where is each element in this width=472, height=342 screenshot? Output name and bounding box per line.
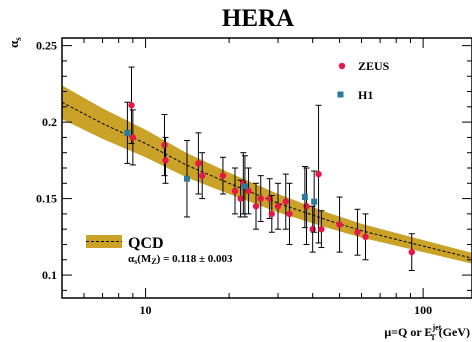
zeus-marker	[252, 203, 260, 210]
h1-point	[301, 165, 308, 229]
y-tick-label: 0.1	[42, 268, 57, 282]
qcd-alpha-rest: ) = 0.118 ± 0.003	[157, 253, 233, 265]
x-axis-label-main: μ=Q or E	[384, 325, 432, 339]
zeus-point	[129, 109, 137, 166]
zeus-point	[268, 195, 276, 233]
h1-point	[241, 155, 248, 218]
zeus-point	[318, 210, 325, 249]
zeus-marker	[268, 210, 276, 218]
legend: ZEUS H1	[337, 59, 390, 102]
zeus-point	[245, 167, 252, 215]
zeus-point	[162, 136, 169, 184]
zeus-marker	[303, 203, 310, 210]
x-tick-label: 100	[414, 303, 432, 317]
qcd-central-line	[61, 101, 472, 259]
legend-zeus-marker	[338, 62, 346, 70]
zeus-point	[161, 113, 168, 177]
qcd-legend-label: QCD	[128, 235, 164, 252]
h1-marker	[124, 129, 131, 136]
zeus-marker	[286, 210, 293, 218]
zeus-point	[286, 182, 293, 245]
zeus-marker	[161, 141, 168, 149]
y-tick-label: 0.25	[36, 39, 57, 53]
y-axis-label: αs	[6, 37, 23, 48]
zeus-marker	[266, 195, 273, 202]
zeus-marker	[231, 187, 239, 195]
zeus-marker	[309, 225, 316, 233]
zeus-point	[195, 132, 202, 195]
svg-text:αs: αs	[6, 37, 23, 48]
x-axis-label-unit: (GeV)	[436, 325, 470, 339]
h1-marker	[183, 175, 190, 182]
zeus-marker	[336, 221, 343, 228]
x-axis-label: μ=Q or Ejet T (GeV)	[384, 323, 470, 342]
zeus-point	[257, 175, 264, 223]
legend-h1-label: H1	[358, 88, 373, 102]
zeus-point	[199, 152, 206, 200]
zeus-marker	[318, 225, 325, 233]
h1-marker	[241, 183, 248, 190]
zeus-marker	[274, 203, 282, 210]
zeus-point	[219, 156, 227, 195]
x-axis-label-sup: jet	[431, 323, 441, 332]
h1-point	[183, 139, 190, 218]
zeus-marker	[237, 195, 244, 202]
zeus-point	[408, 233, 415, 271]
x-axis-label-sub: T	[430, 333, 436, 342]
zeus-marker	[128, 102, 135, 109]
qcd-band	[62, 85, 472, 264]
axis-ticks-layer: 10 100 0.1 0.15 0.2 0.25	[36, 38, 472, 317]
zeus-marker	[362, 233, 369, 241]
h1-point	[124, 101, 131, 164]
zeus-point	[336, 196, 343, 253]
zeus-point	[128, 66, 135, 145]
qcd-legend: QCD αs(MZ) = 0.118 ± 0.003	[86, 235, 233, 266]
zeus-marker	[199, 172, 206, 179]
zeus-point	[274, 182, 282, 230]
chart-title: HERA	[222, 5, 294, 32]
zeus-point	[354, 208, 361, 256]
zeus-marker	[282, 198, 289, 205]
legend-zeus-label: ZEUS	[358, 59, 390, 73]
zeus-marker	[315, 170, 322, 178]
qcd-band-layer	[61, 85, 472, 264]
zeus-marker	[354, 229, 361, 236]
zeus-point	[282, 173, 289, 230]
legend-h1-marker	[337, 91, 344, 98]
zeus-point	[231, 167, 239, 215]
data-points-layer	[124, 66, 415, 271]
zeus-point	[315, 104, 322, 244]
qcd-alpha-sub: s	[134, 257, 137, 266]
zeus-point	[252, 182, 260, 230]
zeus-marker	[162, 157, 169, 164]
zeus-point	[303, 167, 310, 245]
qcd-alpha-sub2: Z	[151, 257, 156, 266]
h1-point	[311, 170, 318, 233]
zeus-marker	[195, 160, 202, 167]
h1-marker	[301, 194, 308, 201]
qcd-legend-alpha: αs(MZ) = 0.118 ± 0.003	[128, 253, 233, 266]
zeus-marker	[129, 134, 137, 141]
zeus-point	[362, 213, 369, 261]
qcd-alpha-paren: (M	[137, 253, 152, 265]
plot-frame	[61, 37, 472, 299]
x-tick-label: 10	[140, 303, 152, 317]
y-axis-label-main: α	[6, 40, 21, 48]
zeus-marker	[219, 172, 227, 179]
h1-marker	[311, 198, 318, 205]
y-tick-label: 0.2	[42, 115, 57, 129]
y-tick-label: 0.15	[36, 192, 57, 206]
zeus-marker	[257, 195, 264, 202]
qcd-alpha-main: α	[128, 253, 135, 265]
y-axis-label-sub: s	[13, 37, 23, 41]
zeus-marker	[408, 248, 415, 256]
